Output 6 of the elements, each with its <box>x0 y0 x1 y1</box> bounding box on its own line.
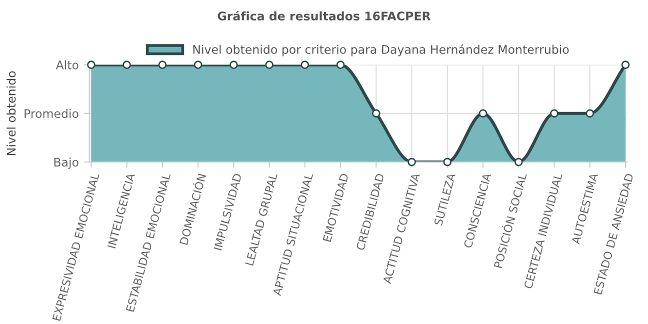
legend-label: Nivel obtenido por criterio para Dayana Hernández Monterrubio <box>193 44 569 56</box>
category-label: Promedio <box>24 108 78 118</box>
chart-title: Gráfica de resultados 16FACPER <box>218 10 431 20</box>
category-label: Alto <box>56 60 78 70</box>
y-axis-title: Nivel obtenido <box>6 71 16 155</box>
category-label: Bajo <box>54 158 78 169</box>
